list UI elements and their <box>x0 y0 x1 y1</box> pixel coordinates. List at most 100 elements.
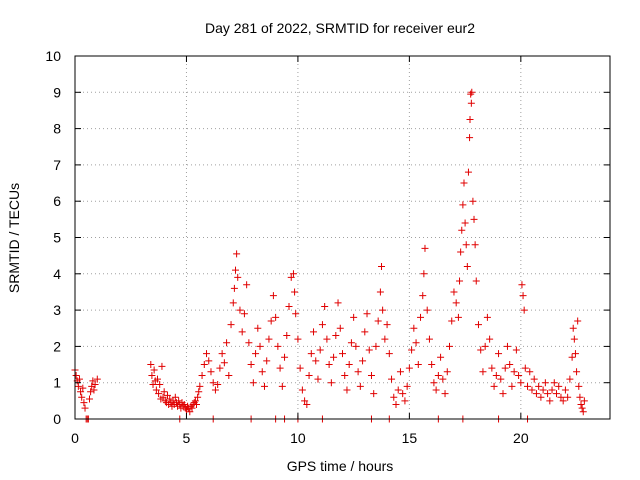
data-point <box>194 393 202 401</box>
data-point <box>85 395 93 403</box>
data-point <box>405 364 413 372</box>
data-point <box>336 324 344 332</box>
data-point <box>464 168 472 176</box>
data-point <box>156 381 164 389</box>
data-point <box>577 400 585 408</box>
data-point <box>372 342 380 350</box>
data-point <box>343 386 351 394</box>
data-point <box>186 408 194 416</box>
data-point <box>321 302 329 310</box>
data-point <box>211 386 219 394</box>
data-point <box>570 335 578 343</box>
data-point <box>203 350 211 358</box>
y-tick-label: 5 <box>53 230 61 246</box>
data-point <box>339 350 346 358</box>
x-tick-label: 10 <box>290 430 306 446</box>
y-tick-label: 9 <box>53 84 61 100</box>
data-point <box>568 353 576 361</box>
data-point <box>227 321 235 329</box>
data-point <box>90 386 98 394</box>
data-point <box>160 388 168 396</box>
data-point <box>359 357 367 365</box>
data-point <box>490 382 498 390</box>
data-point <box>501 364 509 372</box>
data-point <box>430 379 438 387</box>
data-point <box>74 382 82 390</box>
data-point <box>365 346 373 354</box>
data-point <box>195 388 203 396</box>
data-point <box>579 408 587 416</box>
data-point <box>448 317 456 325</box>
data-point <box>466 116 474 124</box>
data-point <box>539 386 547 394</box>
data-point <box>256 342 264 350</box>
data-point <box>495 350 503 358</box>
data-point <box>180 400 188 408</box>
y-axis-label: SRMTID / TECUs <box>6 183 22 293</box>
data-point <box>72 371 80 379</box>
data-point <box>252 350 260 358</box>
data-point <box>79 384 87 392</box>
data-point <box>310 328 318 336</box>
data-point <box>517 379 525 387</box>
data-point <box>330 353 338 361</box>
data-point <box>272 313 280 321</box>
data-point <box>307 350 315 358</box>
data-point <box>390 393 398 401</box>
data-point <box>225 371 233 379</box>
data-point <box>352 342 360 350</box>
data-point <box>439 375 447 383</box>
data-point <box>361 328 369 336</box>
data-point <box>243 281 251 289</box>
data-point <box>294 335 302 343</box>
y-tick-label: 1 <box>53 375 61 391</box>
x-axis-label: GPS time / hours <box>287 458 394 474</box>
data-point <box>238 328 246 336</box>
data-point <box>564 393 572 401</box>
data-point <box>508 382 516 390</box>
data-point <box>188 404 196 412</box>
data-point <box>209 379 217 387</box>
data-point <box>166 395 174 403</box>
data-point <box>526 368 534 376</box>
data-point <box>412 339 420 347</box>
data-point <box>305 371 313 379</box>
data-point <box>521 364 529 372</box>
data-point <box>149 381 157 389</box>
data-point <box>287 273 295 281</box>
data-point <box>341 371 349 379</box>
data-point <box>171 393 179 401</box>
data-point <box>512 346 520 354</box>
data-point <box>532 390 540 398</box>
data-point <box>537 393 545 401</box>
data-point <box>472 277 480 285</box>
data-point <box>374 317 382 325</box>
data-point <box>477 346 485 354</box>
data-point <box>81 404 89 412</box>
data-point <box>296 364 304 372</box>
data-point <box>155 390 163 398</box>
data-point <box>468 88 476 96</box>
data-point <box>419 292 427 300</box>
data-point <box>312 357 320 365</box>
data-point <box>518 281 526 289</box>
data-point <box>394 386 402 394</box>
y-tick-label: 7 <box>53 157 61 173</box>
data-point <box>399 390 407 398</box>
data-point <box>281 353 289 361</box>
data-point <box>274 342 282 350</box>
data-point <box>544 390 552 398</box>
data-point <box>93 375 101 383</box>
data-point <box>546 397 554 405</box>
data-point <box>316 346 324 354</box>
data-point <box>350 313 358 321</box>
data-point <box>553 390 560 398</box>
data-point <box>460 179 468 187</box>
data-point <box>462 241 470 249</box>
data-point <box>530 375 538 383</box>
data-point <box>153 375 161 383</box>
data-point <box>363 310 371 318</box>
data-point <box>506 361 514 369</box>
data-point <box>401 397 409 405</box>
data-point <box>258 368 266 376</box>
